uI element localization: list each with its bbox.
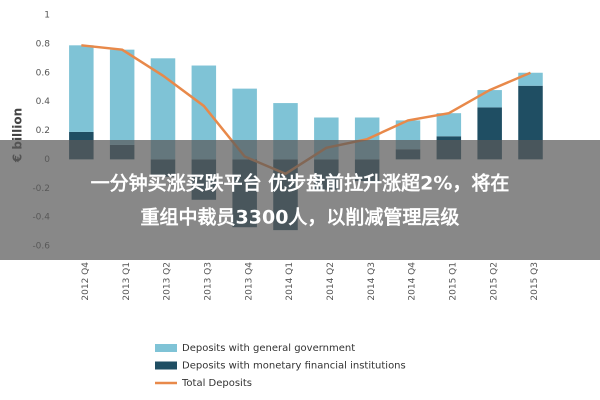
x-tick-label: 2013 Q3 [203,262,213,301]
y-tick-label: 0.4 [36,97,51,107]
legend-label: Total Deposits [181,378,252,389]
y-tick-label: 0.2 [36,126,50,136]
x-tick-label: 2014 Q4 [408,262,418,301]
legend-label: Deposits with monetary financial institu… [182,361,406,372]
y-tick-label: 0.8 [36,39,51,49]
x-tick-label: 2015 Q1 [448,262,458,301]
x-tick-label: 2013 Q1 [122,262,132,301]
y-tick-label: 1 [44,11,50,21]
bar [477,90,502,108]
legend-label: Deposits with general government [182,343,355,354]
legend-swatch [155,344,177,352]
x-tick-label: 2012 Q4 [81,262,91,301]
y-tick-label: 0.6 [36,68,51,78]
caption-band [0,140,600,260]
x-tick-label: 2013 Q2 [163,262,173,301]
x-tick-label: 2015 Q3 [530,262,540,301]
bar [109,49,135,145]
bar [436,113,462,137]
legend-swatch [155,361,177,370]
bar [518,72,543,86]
caption-line: 重组中裁员3300人，以削减管理层级 [141,206,460,229]
x-tick-label: 2014 Q1 [285,262,295,301]
x-tick-label: 2014 Q2 [326,262,336,301]
caption-line: 一分钟买涨买跌平台 优步盘前拉升涨超2%，将在 [91,172,510,195]
bar [69,45,94,132]
x-tick-label: 2015 Q2 [489,262,499,301]
x-tick-label: 2013 Q4 [244,262,254,301]
x-tick-label: 2014 Q3 [367,262,377,301]
